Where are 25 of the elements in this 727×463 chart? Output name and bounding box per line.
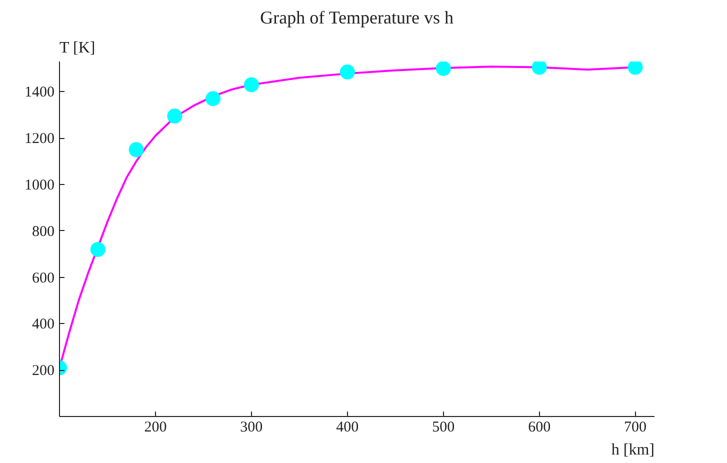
y-tick-label: 800 (32, 224, 54, 240)
y-axis-title: T [K] (60, 40, 96, 56)
y-tick-label: 1000 (24, 177, 54, 194)
point (340, 64, 355, 80)
point (436, 62, 451, 76)
x-tick-label: 600 (528, 420, 551, 436)
point (206, 91, 221, 106)
y-tick-label: 600 (32, 270, 54, 286)
chart-title: Graph of Temperature vs h (260, 8, 454, 28)
x-tick-label: 200 (144, 420, 167, 436)
point (90, 242, 106, 257)
point (167, 108, 182, 124)
y-tick-label: 1200 (24, 131, 54, 148)
x-tick-label: 500 (432, 420, 455, 436)
x-tick-label: 400 (336, 420, 359, 436)
x-tick-label: 300 (240, 420, 263, 436)
point (532, 62, 547, 75)
x-tick-label: 700 (624, 420, 647, 436)
point (128, 142, 144, 158)
point (244, 77, 259, 92)
point (628, 62, 643, 75)
y-tick-label: 400 (32, 316, 54, 333)
x-axis-title: h [km] (611, 442, 655, 458)
y-tick-label: 200 (32, 363, 54, 380)
y-tick-label: 1400 (24, 84, 54, 101)
